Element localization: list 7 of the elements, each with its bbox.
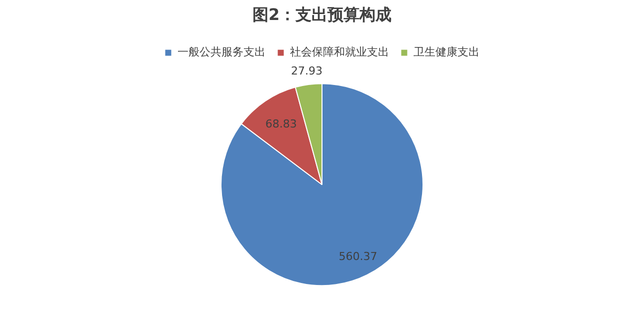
data-label: 560.37: [338, 250, 378, 263]
chart-title: 图2：支出预算构成: [252, 4, 392, 24]
legend-label: 卫生健康支出: [413, 46, 480, 59]
data-label: 27.93: [291, 64, 323, 78]
data-label: 68.83: [265, 117, 297, 130]
legend-label: 社会保障和就业支出: [290, 46, 389, 59]
legend-label: 一般公共服务支出: [177, 46, 266, 59]
